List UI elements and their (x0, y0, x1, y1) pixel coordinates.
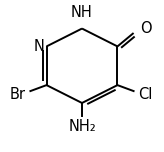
Text: NH₂: NH₂ (68, 119, 96, 134)
Text: Cl: Cl (138, 86, 153, 102)
Text: O: O (140, 21, 152, 36)
Text: Br: Br (10, 86, 26, 102)
Text: N: N (33, 39, 44, 54)
Text: NH: NH (71, 5, 93, 20)
